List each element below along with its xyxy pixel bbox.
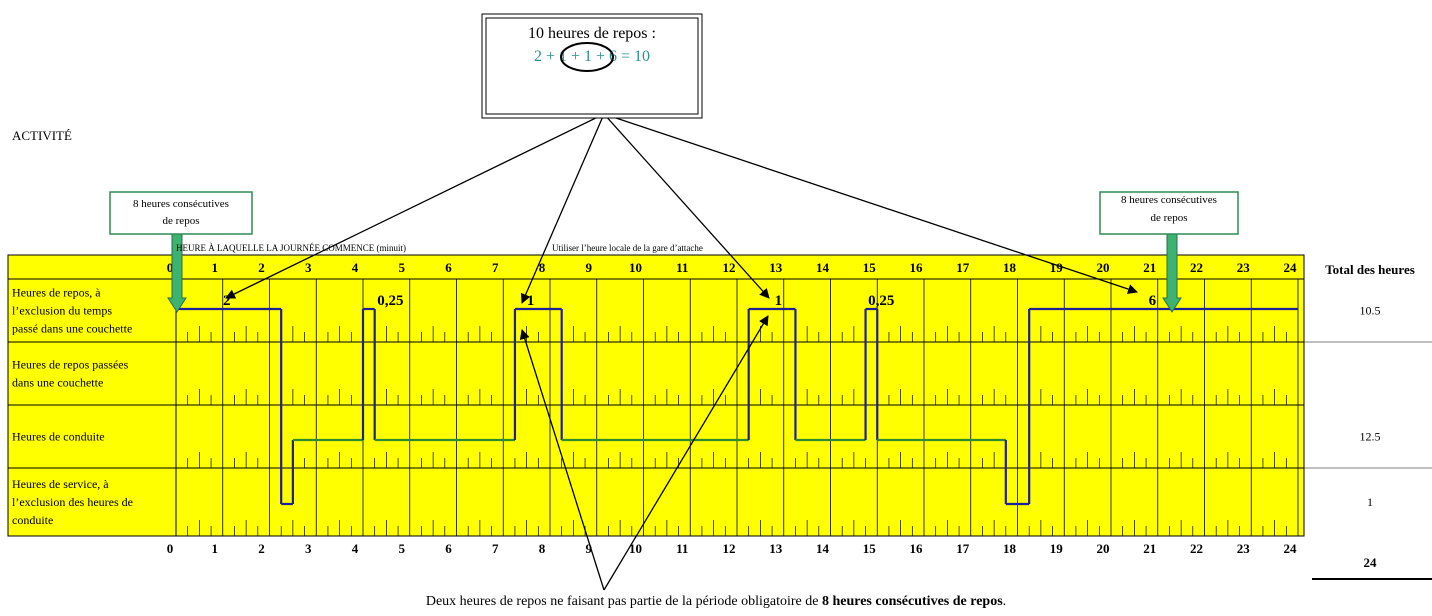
row-label: Heures de conduite: [12, 430, 105, 444]
hour-label-bottom: 15: [863, 541, 877, 556]
hour-label-top: 5: [399, 260, 406, 275]
hour-label-bottom: 3: [305, 541, 312, 556]
row-label: Heures de repos, à: [12, 286, 101, 300]
hour-label-bottom: 23: [1237, 541, 1251, 556]
rest-segment-label: 6: [1149, 293, 1157, 309]
hour-label-top: 12: [723, 260, 736, 275]
row-total: 10.5: [1360, 304, 1381, 318]
hour-label-top: 9: [586, 260, 593, 275]
hour-label-top: 14: [816, 260, 830, 275]
hour-label-top: 10: [629, 260, 642, 275]
callout-equation: 2 + 1 + 1 + 6 = 10: [534, 48, 650, 65]
svg-text:8 heures consécutives: 8 heures consécutives: [133, 198, 229, 210]
hour-label-bottom: 9: [586, 541, 593, 556]
hour-label-top: 11: [676, 260, 688, 275]
hour-label-top: 7: [492, 260, 499, 275]
row-label: dans une couchette: [12, 376, 103, 390]
hour-label-bottom: 7: [492, 541, 499, 556]
rest-segment-label: 2: [223, 293, 231, 309]
hour-label-bottom: 20: [1097, 541, 1110, 556]
hour-label-top: 16: [910, 260, 924, 275]
consecutive-rest-arrow: [167, 233, 187, 313]
hour-label-bottom: 0: [167, 541, 174, 556]
hour-label-bottom: 10: [629, 541, 642, 556]
hour-label-bottom: 2: [258, 541, 265, 556]
svg-text:de repos: de repos: [163, 215, 200, 227]
hour-label-top: 0: [167, 260, 174, 275]
hour-label-top: 4: [352, 260, 359, 275]
hour-label-bottom: 1: [212, 541, 219, 556]
hour-label-top: 18: [1003, 260, 1017, 275]
hour-label-bottom: 16: [910, 541, 924, 556]
hour-label-bottom: 12: [723, 541, 736, 556]
hour-label-top: 21: [1143, 260, 1156, 275]
row-label: conduite: [12, 513, 53, 527]
log-grid-background: [8, 255, 1304, 536]
row-label: l’exclusion des heures de: [12, 495, 133, 509]
hour-label-top: 23: [1237, 260, 1251, 275]
svg-text:de repos: de repos: [1151, 212, 1188, 224]
row-label: l’exclusion du temps: [12, 304, 112, 318]
hour-label-bottom: 6: [445, 541, 452, 556]
day-start-note: HEURE À LAQUELLE LA JOURNÉE COMMENCE (mi…: [176, 243, 406, 253]
hour-label-bottom: 22: [1190, 541, 1203, 556]
hour-label-top: 8: [539, 260, 546, 275]
hour-label-top: 3: [305, 260, 312, 275]
rest-segment-label: 1: [527, 293, 535, 309]
activity-label: ACTIVITÉ: [12, 128, 72, 143]
hour-label-bottom: 5: [399, 541, 406, 556]
hour-label-top: 20: [1097, 260, 1110, 275]
hour-label-bottom: 8: [539, 541, 546, 556]
footnote-arrow: [603, 315, 769, 591]
consecutive-rest-box-right: 8 heures consécutives de repos: [1099, 191, 1239, 235]
footnote: Deux heures de repos ne faisant pas part…: [426, 594, 1006, 609]
hour-label-top: 2: [258, 260, 265, 275]
row-label: passé dans une couchette: [12, 322, 132, 336]
highlight-ellipse: [560, 42, 614, 72]
hour-label-top: 22: [1190, 260, 1203, 275]
row-label: Heures de repos passées: [12, 358, 129, 372]
hour-label-top: 6: [445, 260, 452, 275]
footnote-arrow: [519, 329, 605, 591]
consecutive-rest-arrow: [1162, 233, 1182, 313]
callout-arrow: [520, 113, 605, 304]
hour-label-bottom: 11: [676, 541, 688, 556]
hour-label-bottom: 21: [1143, 541, 1156, 556]
callout-arrow: [603, 113, 770, 299]
hour-label-top: 15: [863, 260, 877, 275]
hour-label-top: 1: [212, 260, 219, 275]
local-time-note: Utiliser l’heure locale de la gare d’att…: [552, 243, 703, 253]
callout-title: 10 heures de repos :: [528, 25, 656, 42]
row-total: 1: [1367, 495, 1373, 509]
row-total: 12.5: [1360, 430, 1381, 444]
hour-label-bottom: 17: [956, 541, 970, 556]
grand-total: 24: [1364, 555, 1378, 570]
rest-segment-label: 1: [775, 293, 783, 309]
callout-arrow: [603, 113, 1138, 294]
hour-label-bottom: 18: [1003, 541, 1017, 556]
svg-text:8 heures consécutives: 8 heures consécutives: [1121, 194, 1217, 206]
hour-label-top: 19: [1050, 260, 1064, 275]
rest-summary-callout: 10 heures de repos : 2 + 1 + 1 + 6 = 10: [481, 13, 703, 119]
hour-label-bottom: 4: [352, 541, 359, 556]
hour-label-top: 24: [1284, 260, 1298, 275]
rest-segment-label: 0,25: [377, 293, 403, 309]
hour-label-bottom: 14: [816, 541, 830, 556]
totals-header: Total des heures: [1325, 262, 1415, 277]
hour-label-bottom: 24: [1284, 541, 1298, 556]
row-label: Heures de service, à: [12, 477, 109, 491]
callout-arrow: [225, 113, 605, 299]
hour-label-bottom: 19: [1050, 541, 1064, 556]
rest-segment-label: 0,25: [868, 293, 894, 309]
consecutive-rest-box-left: 8 heures consécutives de repos: [109, 191, 253, 235]
hour-label-bottom: 13: [769, 541, 783, 556]
hour-label-top: 17: [956, 260, 970, 275]
hour-label-top: 13: [769, 260, 783, 275]
